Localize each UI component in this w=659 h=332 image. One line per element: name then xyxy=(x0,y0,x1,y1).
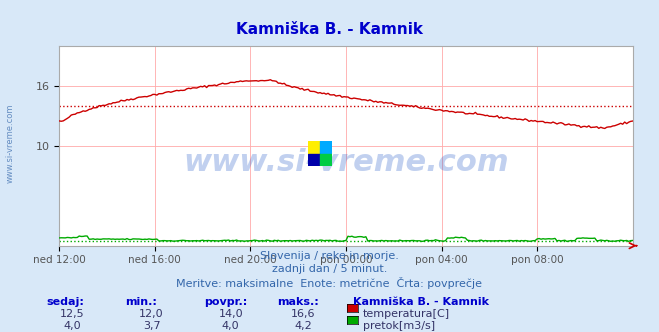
Text: Slovenija / reke in morje.: Slovenija / reke in morje. xyxy=(260,251,399,261)
Text: Kamniška B. - Kamnik: Kamniška B. - Kamnik xyxy=(236,22,423,37)
Text: 12,0: 12,0 xyxy=(139,309,164,319)
Text: 16,6: 16,6 xyxy=(291,309,316,319)
Text: Meritve: maksimalne  Enote: metrične  Črta: povprečje: Meritve: maksimalne Enote: metrične Črta… xyxy=(177,277,482,289)
Text: 4,2: 4,2 xyxy=(295,321,312,331)
Text: temperatura[C]: temperatura[C] xyxy=(363,309,450,319)
Text: sedaj:: sedaj: xyxy=(46,297,84,307)
Bar xyxy=(308,153,320,166)
Bar xyxy=(308,141,320,153)
Text: www.si-vreme.com: www.si-vreme.com xyxy=(183,147,509,177)
Text: 12,5: 12,5 xyxy=(60,309,85,319)
Text: Kamniška B. - Kamnik: Kamniška B. - Kamnik xyxy=(353,297,488,307)
Text: pretok[m3/s]: pretok[m3/s] xyxy=(363,321,435,331)
Text: 4,0: 4,0 xyxy=(64,321,81,331)
Text: povpr.:: povpr.: xyxy=(204,297,248,307)
Text: min.:: min.: xyxy=(125,297,157,307)
Bar xyxy=(320,141,332,153)
Text: www.si-vreme.com: www.si-vreme.com xyxy=(5,103,14,183)
Bar xyxy=(320,153,332,166)
Text: maks.:: maks.: xyxy=(277,297,318,307)
Text: 4,0: 4,0 xyxy=(222,321,239,331)
Text: 14,0: 14,0 xyxy=(218,309,243,319)
Text: zadnji dan / 5 minut.: zadnji dan / 5 minut. xyxy=(272,264,387,274)
Text: 3,7: 3,7 xyxy=(143,321,160,331)
